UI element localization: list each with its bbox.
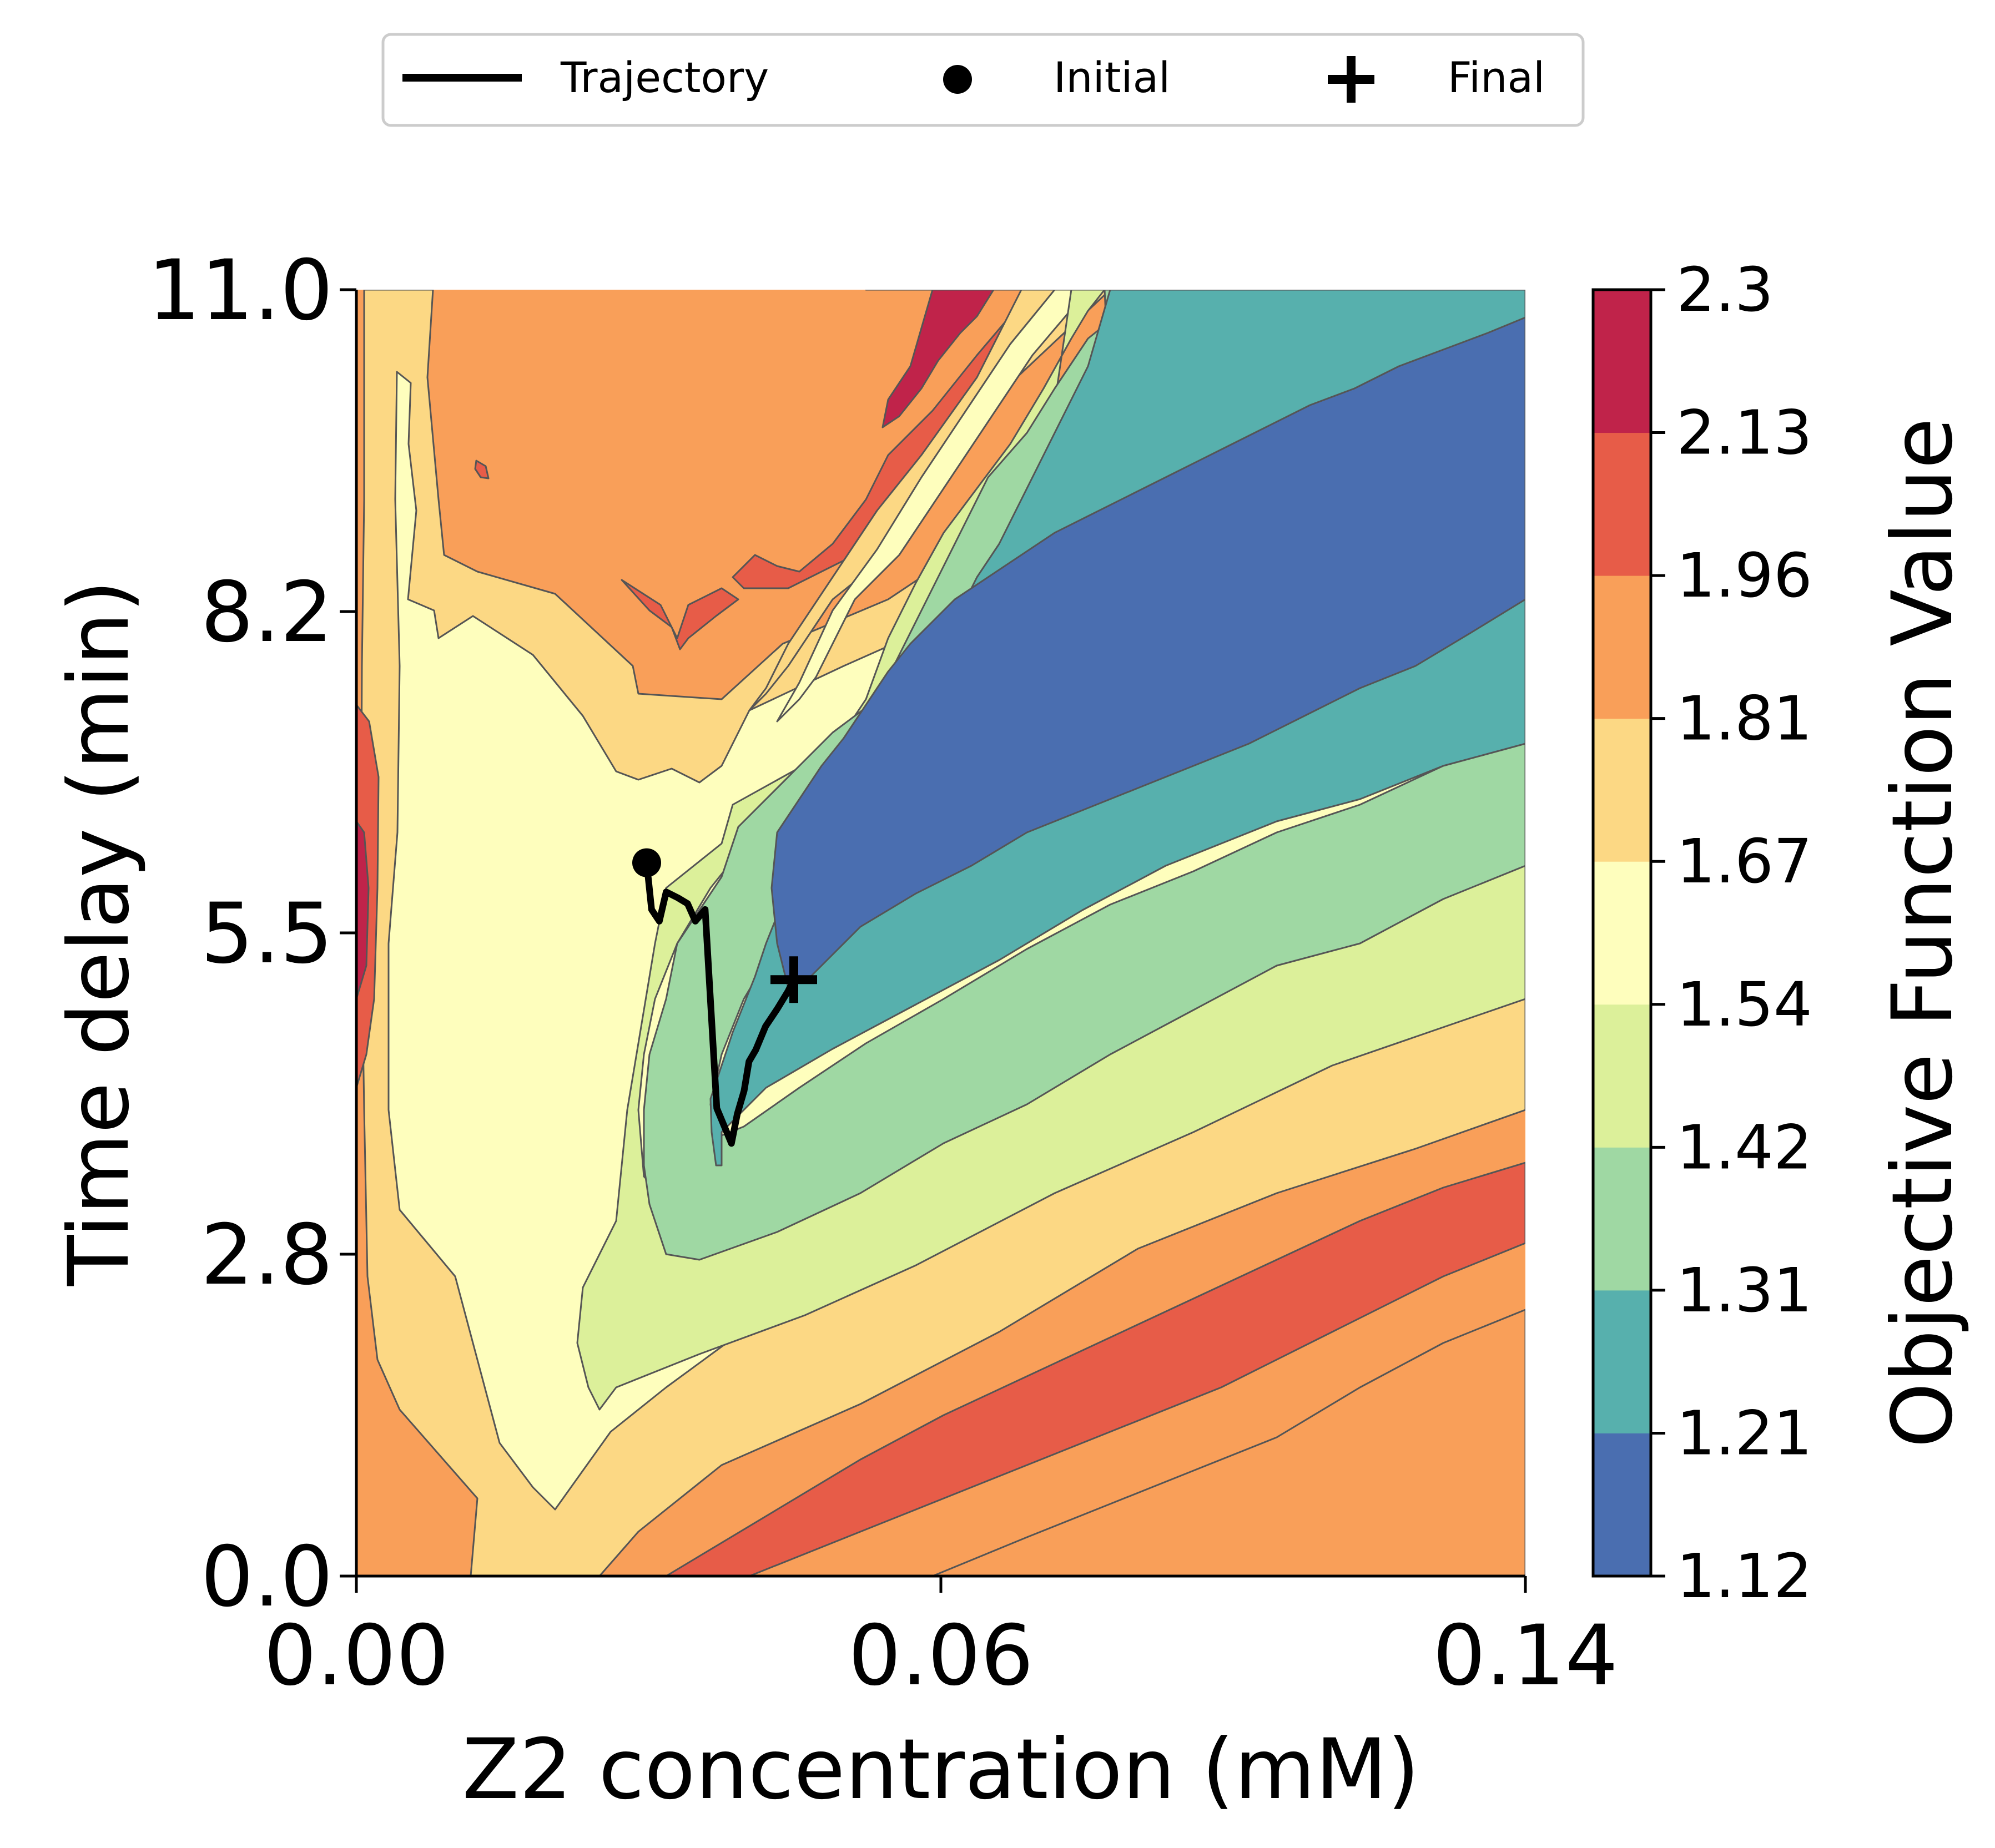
- y-axis-label: Time delay (min): [51, 580, 148, 1286]
- colorbar-tick-label-3: 1.42: [1676, 1112, 1812, 1183]
- contour-level-1.96-2.13-island: [621, 579, 739, 650]
- colorbar-tick-label-2: 1.31: [1676, 1255, 1812, 1326]
- y-ticks: 0.0 2.8 5.5 8.2 11.0: [148, 243, 356, 1625]
- colorbar-band-3: [1593, 1004, 1651, 1148]
- colorbar-tick-label-5: 1.67: [1676, 826, 1812, 897]
- legend: Trajectory Initial Final: [381, 33, 1585, 127]
- x-ticks: 0.00 0.06 0.14: [264, 1576, 1618, 1704]
- y-tick-label-4: 11.0: [148, 243, 333, 339]
- colorbar-ticks: 1.12 1.21 1.31 1.42 1.54 1.67 1.81 1.96 2.13 2.3: [1651, 254, 1812, 1612]
- contour-level-1.12-1.21: [770, 316, 1525, 989]
- x-tick-label-1: 0.06: [848, 1608, 1034, 1704]
- contour-level-1.54-1.67-upper: [776, 290, 1089, 723]
- colorbar-band-1: [1593, 1290, 1651, 1433]
- colorbar-tick-label-8: 2.13: [1676, 397, 1812, 468]
- colorbar-tick-label-4: 1.54: [1676, 969, 1812, 1040]
- colorbar-label: Objective Function Value: [1875, 418, 1971, 1448]
- colorbar-tick-label-7: 1.96: [1676, 540, 1812, 611]
- colorbar-band-6: [1593, 575, 1651, 719]
- colorbar-tick-label-1: 1.21: [1676, 1397, 1812, 1468]
- colorbar-band-8: [1593, 290, 1651, 433]
- legend-trajectory-label: Trajectory: [560, 53, 769, 102]
- legend-frame: [381, 33, 1585, 127]
- contour-level-1.96-2.13-lower: [665, 1162, 1525, 1576]
- x-tick-label-0: 0.00: [264, 1608, 449, 1704]
- contour-field: [356, 290, 1525, 1576]
- y-tick-label-1: 2.8: [200, 1207, 333, 1304]
- colorbar-tick-label-9: 2.3: [1676, 254, 1774, 325]
- colorbar-band-7: [1593, 432, 1651, 576]
- trajectory: [632, 848, 817, 1147]
- colorbar-bands: [1593, 290, 1651, 1577]
- colorbar-band-5: [1593, 718, 1651, 862]
- colorbar-band-2: [1593, 1147, 1651, 1291]
- legend-final-swatch: [1328, 56, 1374, 103]
- legend-initial-swatch: [943, 65, 972, 94]
- contour-level-2.13-2.3-strip: [356, 820, 370, 1000]
- initial-marker: [632, 848, 661, 877]
- colorbar-band-0: [1593, 1433, 1651, 1577]
- y-tick-label-2: 5.5: [200, 886, 333, 982]
- legend-final-label: Final: [1448, 53, 1545, 102]
- colorbar-frame: [1591, 288, 1653, 1578]
- contour-level-1.81-1.96-lower: [931, 1309, 1525, 1576]
- final-marker: [770, 956, 817, 1003]
- contour-level-2.13-2.3-upper: [881, 290, 995, 428]
- colorbar-band-4: [1593, 861, 1651, 1005]
- colorbar-tick-label-0: 1.12: [1676, 1541, 1812, 1612]
- trajectory-line: [643, 859, 797, 1147]
- x-axis-label: Z2 concentration (mM): [462, 1721, 1420, 1818]
- x-tick-label-2: 0.14: [1433, 1608, 1618, 1704]
- colorbar-tick-label-6: 1.81: [1676, 683, 1812, 754]
- legend-initial-label: Initial: [1054, 53, 1170, 102]
- y-tick-label-3: 8.2: [200, 564, 333, 661]
- y-tick-label-0: 0.0: [200, 1529, 333, 1625]
- colorbar: 1.121.211.311.421.541.671.811.962.132.3 …: [1591, 254, 1971, 1612]
- contour-level-1.96-2.13-spot: [474, 460, 490, 479]
